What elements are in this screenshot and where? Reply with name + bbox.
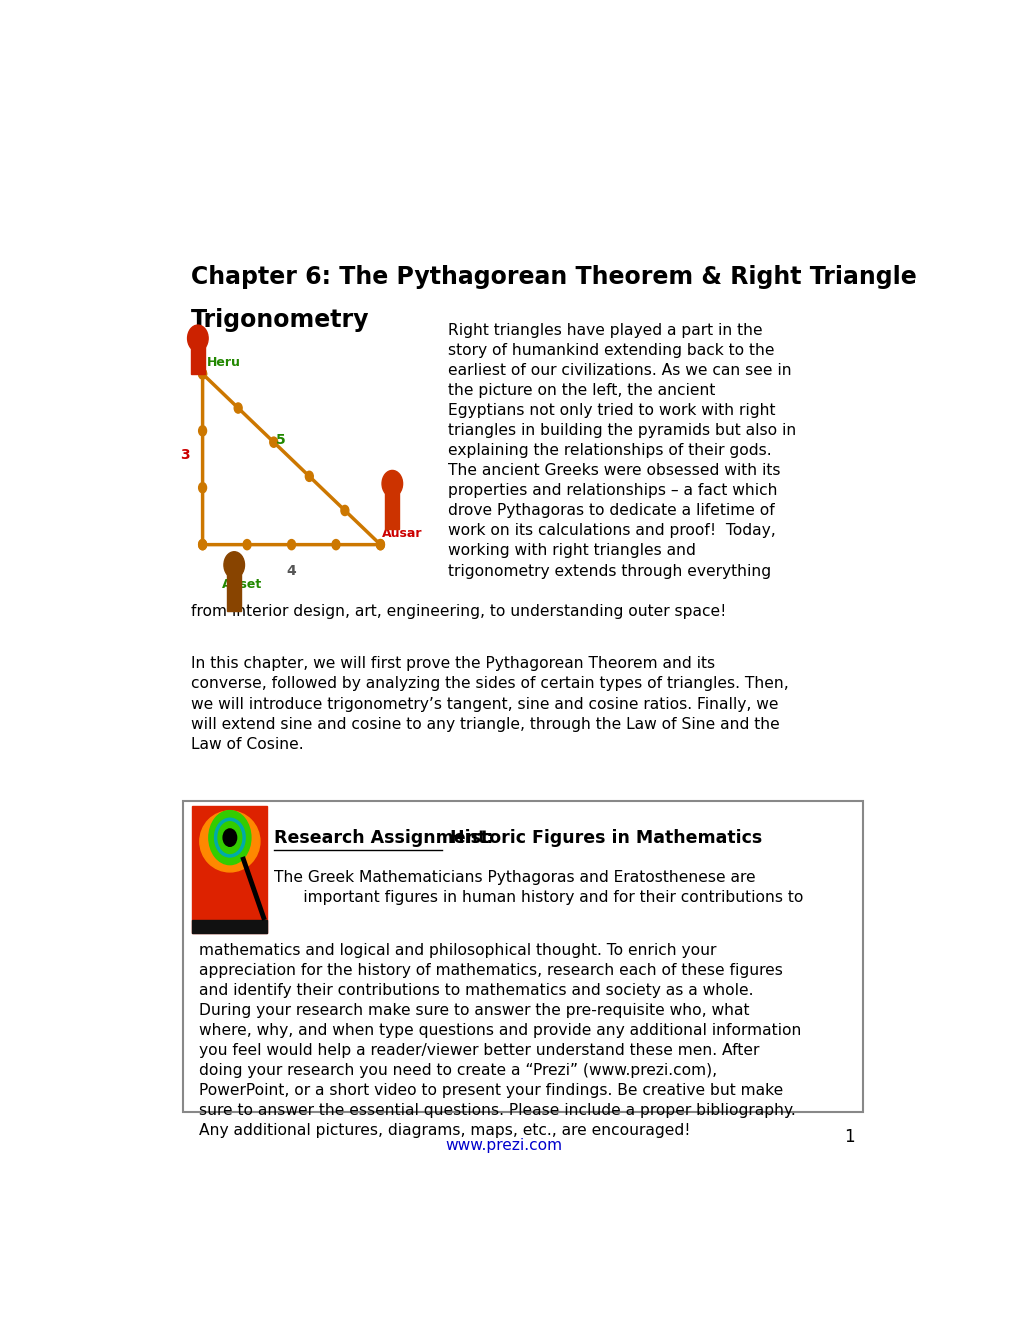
Circle shape (187, 325, 208, 351)
Text: In this chapter, we will first prove the Pythagorean Theorem and its
converse, f: In this chapter, we will first prove the… (191, 656, 788, 751)
Text: Heru: Heru (206, 356, 240, 368)
Text: www.prezi.com: www.prezi.com (445, 1138, 561, 1154)
Text: Trigonometry: Trigonometry (191, 308, 369, 331)
Text: Right triangles have played a part in the
story of humankind extending back to t: Right triangles have played a part in th… (447, 323, 795, 578)
Text: 5: 5 (275, 433, 285, 447)
Text: Auset: Auset (222, 578, 262, 591)
Text: The Greek Mathematicians Pythagoras and Eratosthenese are
      important figure: The Greek Mathematicians Pythagoras and … (273, 870, 802, 906)
Circle shape (376, 540, 384, 549)
Bar (227, 570, 242, 611)
Circle shape (199, 368, 206, 379)
Circle shape (340, 506, 348, 516)
Circle shape (382, 470, 403, 496)
Circle shape (332, 540, 339, 549)
Text: Research Assignment:: Research Assignment: (273, 829, 492, 847)
Text: 1: 1 (844, 1129, 854, 1146)
Circle shape (243, 540, 251, 549)
Text: Historic Figures in Mathematics: Historic Figures in Mathematics (443, 829, 761, 847)
Text: Chapter 6: The Pythagorean Theorem & Right Triangle: Chapter 6: The Pythagorean Theorem & Rig… (191, 265, 916, 289)
Circle shape (199, 426, 206, 436)
Text: 4: 4 (286, 564, 297, 578)
Circle shape (234, 403, 242, 413)
Bar (193, 920, 267, 933)
Circle shape (224, 552, 245, 578)
Text: Ausar: Ausar (382, 527, 422, 540)
Bar (385, 488, 399, 529)
Circle shape (199, 483, 206, 492)
Bar (193, 805, 267, 933)
Circle shape (199, 540, 206, 549)
Text: mathematics and logical and philosophical thought. To enrich your
appreciation f: mathematics and logical and philosophica… (199, 942, 800, 1138)
Ellipse shape (200, 810, 260, 873)
Circle shape (269, 437, 277, 447)
Circle shape (209, 810, 251, 865)
Circle shape (305, 471, 313, 482)
Circle shape (223, 829, 236, 846)
Circle shape (376, 540, 384, 549)
Circle shape (199, 368, 206, 379)
Text: from interior design, art, engineering, to understanding outer space!: from interior design, art, engineering, … (191, 603, 726, 619)
Text: 3: 3 (180, 449, 190, 462)
Circle shape (199, 540, 206, 549)
FancyBboxPatch shape (182, 801, 862, 1111)
Circle shape (287, 540, 296, 549)
Bar (191, 342, 205, 374)
